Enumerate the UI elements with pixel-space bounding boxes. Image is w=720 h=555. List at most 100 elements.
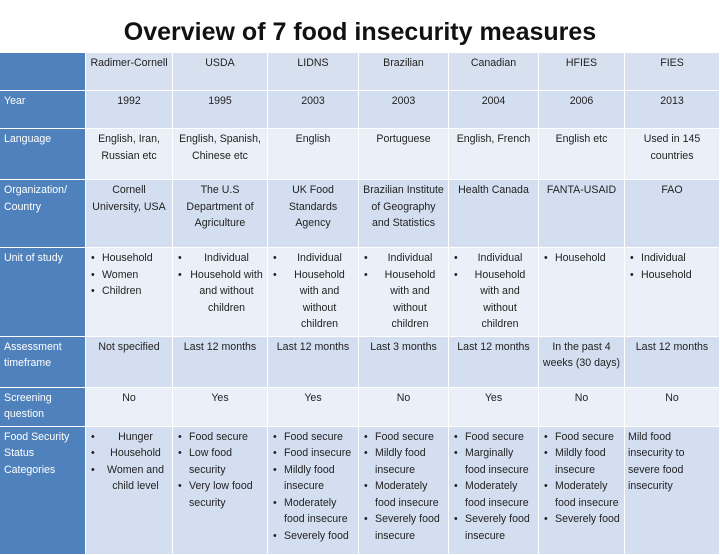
table-cell: No (359, 387, 449, 427)
list-item: Moderately food insecure (544, 478, 621, 511)
row-label-language: Language (0, 129, 86, 180)
list-item: Household with and without children (364, 267, 445, 333)
table-cell: 2013 (625, 91, 720, 129)
column-header-fies: FIES (625, 53, 720, 91)
table-cell: 1995 (173, 91, 268, 129)
table-cell: English, Spanish, Chinese etc (173, 129, 268, 180)
list-item: Household with and without children (178, 267, 264, 317)
table-cell: No (625, 387, 720, 427)
list-item: Marginally food insecure (454, 445, 535, 478)
column-header-canadian: Canadian (449, 53, 539, 91)
table-cell: Food secure Mildly food insecure Moderat… (359, 426, 449, 555)
row-screening-question: Screening question No Yes Yes No Yes No … (0, 387, 720, 427)
list-item: Hunger (91, 429, 169, 446)
row-label-organization: Organization/ Country (0, 180, 86, 248)
row-year: Year 1992 1995 2003 2003 2004 2006 2013 (0, 91, 720, 129)
measures-table: Radimer-Cornell USDA LIDNS Brazilian Can… (0, 53, 720, 555)
row-unit-of-study: Unit of study Household Women Children I… (0, 248, 720, 337)
table-cell: Brazilian Institute of Geography and Sta… (359, 180, 449, 248)
corner-cell (0, 53, 86, 91)
list-item: Individual (630, 250, 716, 267)
list-item: Severely food (544, 511, 621, 528)
list-item: Severely food (273, 528, 355, 545)
list-item: Household (91, 250, 169, 267)
list-item: Household with and without children (273, 267, 355, 333)
list-item: Food insecure (273, 445, 355, 462)
table-cell: 2003 (359, 91, 449, 129)
list-item: Food secure (273, 429, 355, 446)
table-cell: English, Iran, Russian etc (86, 129, 173, 180)
row-assessment-timeframe: Assessment timeframe Not specified Last … (0, 336, 720, 388)
list-item: Individual (273, 250, 355, 267)
table-cell: 1992 (86, 91, 173, 129)
list-item: Low food security (178, 445, 264, 478)
list-item: Women and child level (91, 462, 169, 495)
table-cell: Last 3 months (359, 336, 449, 388)
table-cell: UK Food Standards Agency (268, 180, 359, 248)
table-cell: Individual Household with and without ch… (173, 248, 268, 337)
column-header-brazilian: Brazilian (359, 53, 449, 91)
table-cell: Health Canada (449, 180, 539, 248)
table-cell: Cornell University, USA (86, 180, 173, 248)
table-cell: Food secure Food insecure Mildly food in… (268, 426, 359, 555)
table-cell: Household Women Children (86, 248, 173, 337)
list-item: Very low food security (178, 478, 264, 511)
table-cell: Last 12 months (173, 336, 268, 388)
list-item: Individual (178, 250, 264, 267)
list-item: Moderately food insecure (273, 495, 355, 528)
list-item: Household (630, 267, 716, 284)
table-cell: Hunger Household Women and child level (86, 426, 173, 555)
table-cell: Portuguese (359, 129, 449, 180)
table-cell: English etc (539, 129, 625, 180)
list-item: Mildly food insecure (364, 445, 445, 478)
table-cell: Food secure Marginally food insecure Mod… (449, 426, 539, 555)
table-cell: Last 12 months (268, 336, 359, 388)
row-label-screening-question: Screening question (0, 387, 86, 427)
table-cell: Food secure Mildly food insecure Moderat… (539, 426, 625, 555)
table-cell: Yes (173, 387, 268, 427)
table-cell: Food secure Low food security Very low f… (173, 426, 268, 555)
table-cell: FANTA-USAID (539, 180, 625, 248)
row-organization: Organization/ Country Cornell University… (0, 180, 720, 248)
table-cell: 2006 (539, 91, 625, 129)
table-cell: The U.S Department of Agriculture (173, 180, 268, 248)
list-item: Mildly food insecure (544, 445, 621, 478)
table-cell: Individual Household with and without ch… (449, 248, 539, 337)
column-header-hfies: HFIES (539, 53, 625, 91)
column-header-lidns: LIDNS (268, 53, 359, 91)
table-cell: No (86, 387, 173, 427)
status-text: Mild food insecurity to severe food inse… (628, 430, 685, 493)
list-item: Food secure (454, 429, 535, 446)
table-cell: In the past 4 weeks (30 days) (539, 336, 625, 388)
list-item: Moderately food insecure (454, 478, 535, 511)
table-cell: Yes (449, 387, 539, 427)
table-cell: English, French (449, 129, 539, 180)
slide-title: Overview of 7 food insecurity measures (123, 18, 597, 46)
list-item: Household (544, 250, 621, 267)
row-label-unit-of-study: Unit of study (0, 248, 86, 337)
table-cell: Not specified (86, 336, 173, 388)
list-item: Mildly food insecure (273, 462, 355, 495)
row-status-categories: Food Security Status Categories Hunger H… (0, 426, 720, 555)
table-cell: Individual Household with and without ch… (359, 248, 449, 337)
list-item: Household with and without children (454, 267, 535, 333)
list-item: Women (91, 267, 169, 284)
table-cell: Household (539, 248, 625, 337)
list-item: Individual (454, 250, 535, 267)
list-item: Food secure (544, 429, 621, 446)
column-header-usda: USDA (173, 53, 268, 91)
row-language: Language English, Iran, Russian etc Engl… (0, 129, 720, 180)
row-label-year: Year (0, 91, 86, 129)
row-label-assessment-timeframe: Assessment timeframe (0, 336, 86, 388)
table-cell: Mild food insecurity to severe food inse… (625, 426, 720, 555)
list-item: Severely food insecure (454, 511, 535, 544)
table-cell: 2003 (268, 91, 359, 129)
list-item: Food secure (364, 429, 445, 446)
table-cell: No (539, 387, 625, 427)
table-cell: Used in 145 countries (625, 129, 720, 180)
list-item: Household (91, 445, 169, 462)
list-item: Severely food insecure (364, 511, 445, 544)
table-cell: Last 12 months (449, 336, 539, 388)
table-cell: Individual Household (625, 248, 720, 337)
table-cell: English (268, 129, 359, 180)
